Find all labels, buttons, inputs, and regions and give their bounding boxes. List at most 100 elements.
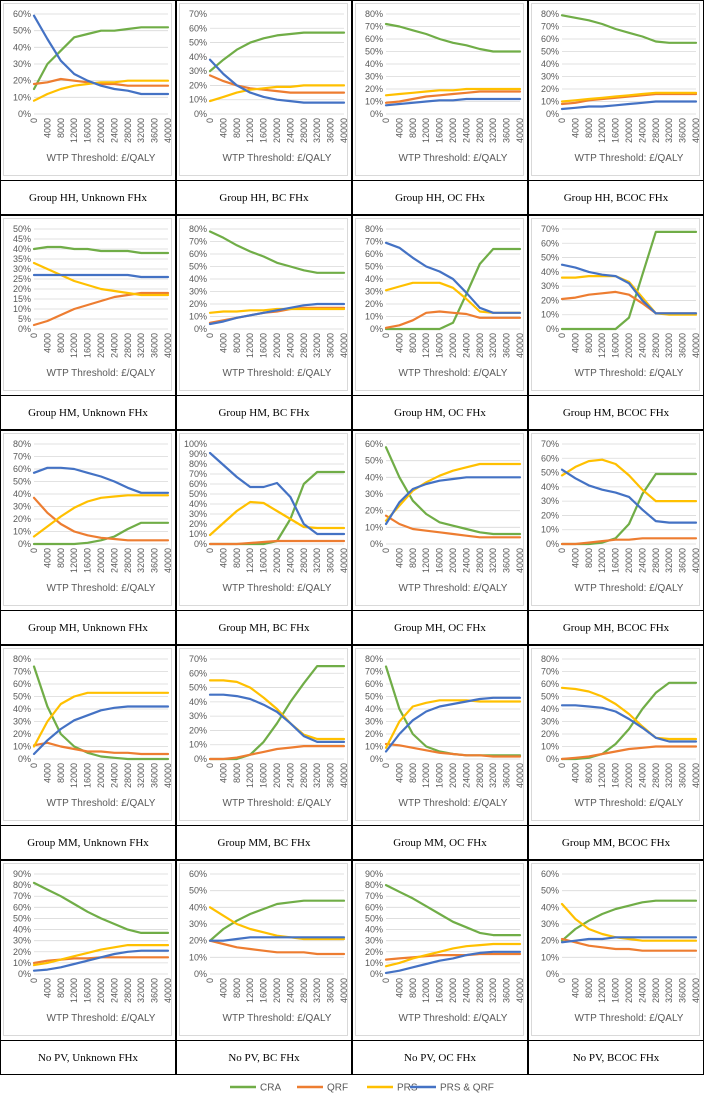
x-tick-label: 32000	[488, 333, 498, 358]
legend-label: PRS	[397, 1083, 418, 1094]
x-tick-label: 36000	[502, 118, 512, 143]
x-tick-label: 36000	[326, 333, 336, 358]
x-tick-label: 4000	[570, 333, 580, 353]
x-tick-label: 24000	[109, 763, 119, 788]
y-tick-label: 0%	[546, 754, 559, 764]
series-line-cra	[208, 31, 346, 73]
y-tick-label: 20%	[13, 514, 31, 524]
x-tick-label: 0	[557, 333, 567, 338]
x-tick-label: 8000	[584, 978, 594, 998]
x-axis-title: WTP Threshold: £/QALY	[575, 368, 684, 379]
x-tick-label: 16000	[611, 548, 621, 573]
y-tick-label: 30%	[13, 717, 31, 727]
y-tick-label: 10%	[13, 527, 31, 537]
x-axis-title: WTP Threshold: £/QALY	[399, 798, 508, 809]
y-tick-label: 10%	[541, 952, 559, 962]
y-tick-label: 50%	[189, 38, 207, 48]
series-line-qrf	[560, 937, 698, 952]
y-tick-label: 30%	[365, 287, 383, 297]
x-tick-label: 12000	[421, 118, 431, 143]
panel-caption: Group HH, OC FHx	[395, 192, 485, 204]
x-tick-label: 40000	[691, 978, 701, 1003]
x-tick-label: 20000	[272, 978, 282, 1003]
panel-cell-border	[528, 430, 704, 645]
x-tick-label: 40000	[163, 763, 173, 788]
panel-cell-border	[176, 215, 352, 430]
y-tick-label: 45%	[13, 234, 31, 244]
series-line-prs	[560, 686, 698, 741]
y-tick-label: 0%	[194, 324, 207, 334]
series-line-prs	[32, 943, 170, 967]
x-tick-label: 12000	[421, 978, 431, 1003]
y-tick-label: 30%	[189, 287, 207, 297]
x-tick-label: 36000	[678, 333, 688, 358]
y-tick-label: 70%	[13, 452, 31, 462]
y-tick-label: 40%	[365, 472, 383, 482]
x-tick-label: 40000	[691, 548, 701, 573]
series-line-prs	[208, 500, 346, 537]
y-tick-label: 70%	[365, 237, 383, 247]
series-line-prs-qrf	[32, 466, 170, 494]
x-tick-label: 20000	[272, 548, 282, 573]
y-tick-label: 60%	[541, 453, 559, 463]
y-tick-label: 90%	[13, 869, 31, 879]
x-tick-label: 4000	[570, 978, 580, 998]
y-tick-label: 50%	[189, 683, 207, 693]
y-tick-label: 80%	[365, 880, 383, 890]
chart-frame	[3, 3, 172, 176]
x-axis-title: WTP Threshold: £/QALY	[399, 153, 508, 164]
series-line-prs	[208, 679, 346, 741]
x-tick-label: 32000	[312, 118, 322, 143]
x-tick-label: 20000	[272, 763, 282, 788]
x-tick-label: 40000	[515, 978, 525, 1003]
x-tick-label: 24000	[637, 548, 647, 573]
y-tick-label: 30%	[365, 72, 383, 82]
x-tick-label: 20000	[96, 333, 106, 358]
y-tick-label: 70%	[541, 667, 559, 677]
x-tick-label: 12000	[245, 763, 255, 788]
y-tick-label: 0%	[18, 324, 31, 334]
panel-cell-border	[176, 860, 352, 1075]
y-tick-label: 60%	[541, 34, 559, 44]
x-axis-title: WTP Threshold: £/QALY	[47, 798, 156, 809]
y-tick-label: 0%	[546, 539, 559, 549]
panel-caption: Group HH, Unknown FHx	[29, 192, 147, 204]
panel-caption: Group HM, BCOC FHx	[563, 407, 670, 419]
chart-panel: 0%10%20%30%40%50%60%0 4000 8000 12000 16000 2…	[528, 860, 704, 1075]
y-tick-label: 40%	[13, 244, 31, 254]
x-tick-label: 24000	[109, 548, 119, 573]
series-line-qrf	[32, 291, 170, 327]
x-tick-label: 4000	[394, 763, 404, 783]
x-tick-label: 0	[381, 118, 391, 123]
x-tick-label: 8000	[232, 118, 242, 138]
x-tick-label: 16000	[435, 978, 445, 1003]
x-tick-label: 8000	[408, 763, 418, 783]
x-tick-label: 4000	[218, 978, 228, 998]
x-tick-label: 32000	[488, 763, 498, 788]
x-tick-label: 4000	[394, 978, 404, 998]
x-axis-title: WTP Threshold: £/QALY	[47, 1013, 156, 1024]
y-tick-label: 20%	[189, 725, 207, 735]
y-tick-label: 10%	[365, 312, 383, 322]
series-line-cra	[384, 247, 522, 331]
y-tick-label: 5%	[18, 314, 31, 324]
x-tick-label: 36000	[150, 118, 160, 143]
x-tick-label: 20000	[624, 978, 634, 1003]
panel-caption: Group MM, BC FHx	[218, 837, 311, 849]
x-tick-label: 16000	[611, 333, 621, 358]
y-tick-label: 60%	[365, 679, 383, 689]
panel-cell-border	[352, 215, 528, 430]
x-tick-label: 8000	[408, 333, 418, 353]
panel-caption: Group MH, BCOC FHx	[563, 622, 670, 634]
x-tick-label: 16000	[259, 548, 269, 573]
panel-caption: Group HM, BC FHx	[218, 407, 310, 419]
x-tick-label: 32000	[136, 763, 146, 788]
y-tick-label: 30%	[189, 919, 207, 929]
y-tick-label: 40%	[13, 489, 31, 499]
x-axis-title: WTP Threshold: £/QALY	[223, 368, 332, 379]
x-tick-label: 24000	[461, 333, 471, 358]
y-tick-label: 20%	[365, 947, 383, 957]
panel-caption: Group HH, BC FHx	[219, 192, 309, 204]
x-tick-label: 4000	[218, 118, 228, 138]
x-tick-label: 36000	[502, 548, 512, 573]
